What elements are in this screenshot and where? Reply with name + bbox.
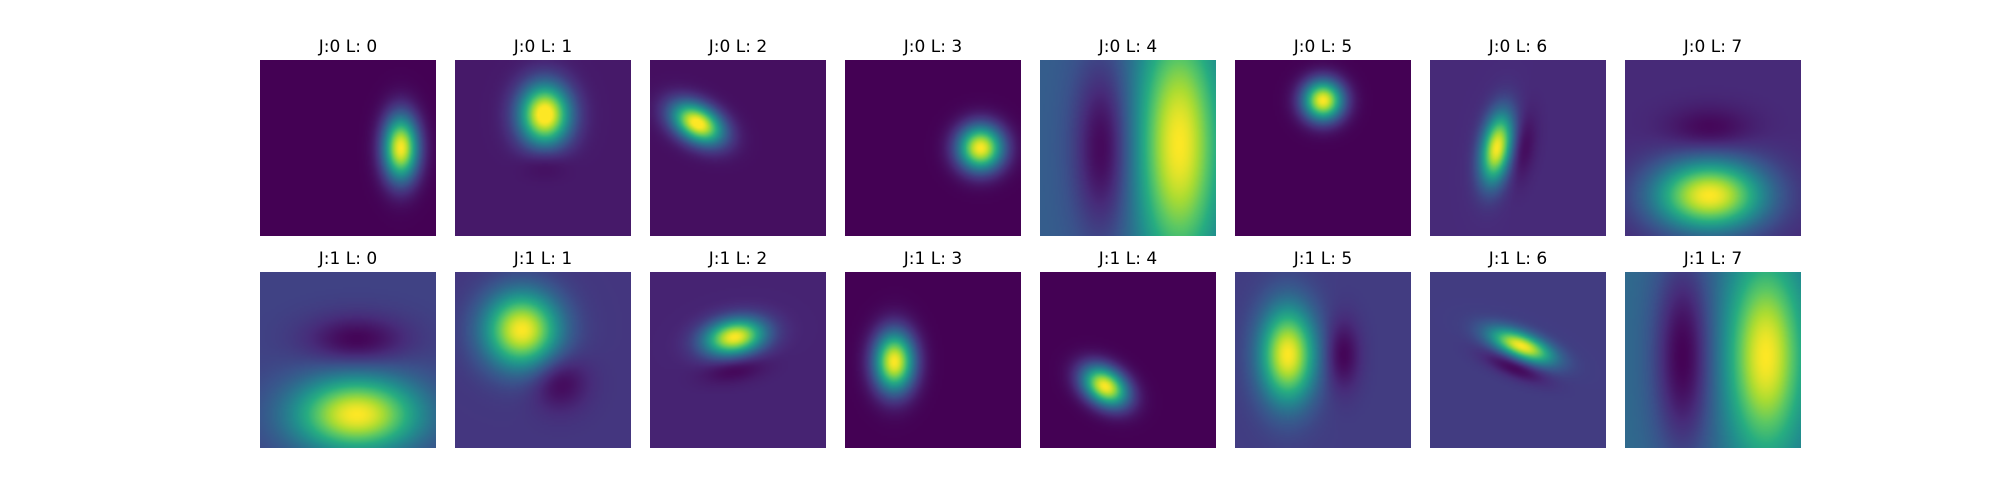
heatmap-image [455, 60, 631, 236]
panel-title: J:1 L: 1 [513, 249, 572, 269]
panel-title: J:1 L: 6 [1488, 249, 1547, 269]
heatmap-image [1625, 60, 1801, 236]
heatmap-image [845, 272, 1021, 448]
heatmap-image [650, 272, 826, 448]
panel-title: J:0 L: 5 [1293, 37, 1352, 57]
panel-title: J:1 L: 3 [903, 249, 962, 269]
heatmap-panel: J:0 L: 5 [1235, 37, 1411, 236]
heatmap-panel: J:0 L: 3 [845, 37, 1021, 236]
heatmap-panel: J:1 L: 5 [1235, 249, 1411, 448]
panel-title: J:1 L: 4 [1098, 249, 1157, 269]
panel-title: J:0 L: 6 [1488, 37, 1547, 57]
heatmap-image [1235, 272, 1411, 448]
heatmap-panel: J:0 L: 2 [650, 37, 826, 236]
panel-title: J:0 L: 0 [318, 37, 377, 57]
heatmap-panel: J:0 L: 7 [1625, 37, 1801, 236]
heatmap-panel: J:0 L: 6 [1430, 37, 1606, 236]
panel-title: J:0 L: 2 [708, 37, 767, 57]
heatmap-panel: J:1 L: 6 [1430, 249, 1606, 448]
panel-title: J:1 L: 2 [708, 249, 767, 269]
heatmap-image [1625, 272, 1801, 448]
heatmap-panel: J:1 L: 7 [1625, 249, 1801, 448]
heatmap-panel: J:1 L: 1 [455, 249, 631, 448]
heatmap-panel: J:1 L: 0 [260, 249, 436, 448]
panel-group: J:0 L: 0 J:0 L: 1 J:0 L: 2 J:0 L: 3 J:0 L: 4… [260, 37, 1801, 448]
panel-title: J:1 L: 5 [1293, 249, 1352, 269]
panel-title: J:0 L: 3 [903, 37, 962, 57]
heatmap-image [1040, 272, 1216, 448]
heatmap-panel: J:1 L: 4 [1040, 249, 1216, 448]
panel-title: J:0 L: 7 [1683, 37, 1742, 57]
heatmap-panel: J:0 L: 4 [1040, 37, 1216, 236]
panel-title: J:1 L: 0 [318, 249, 377, 269]
heatmap-image [1430, 60, 1606, 236]
heatmap-image [845, 60, 1021, 236]
heatmap-image [455, 272, 631, 448]
heatmap-panel: J:1 L: 3 [845, 249, 1021, 448]
panel-title: J:0 L: 4 [1098, 37, 1157, 57]
heatmap-image [1235, 60, 1411, 236]
heatmap-image [260, 60, 436, 236]
heatmap-panel: J:1 L: 2 [650, 249, 826, 448]
heatmap-image [1430, 272, 1606, 448]
panel-title: J:0 L: 1 [513, 37, 572, 57]
heatmap-panel: J:0 L: 1 [455, 37, 631, 236]
panel-title: J:1 L: 7 [1683, 249, 1742, 269]
heatmap-image [1040, 60, 1216, 236]
heatmap-image [650, 60, 826, 236]
heatmap-image [260, 272, 436, 448]
heatmap-panel: J:0 L: 0 [260, 37, 436, 236]
